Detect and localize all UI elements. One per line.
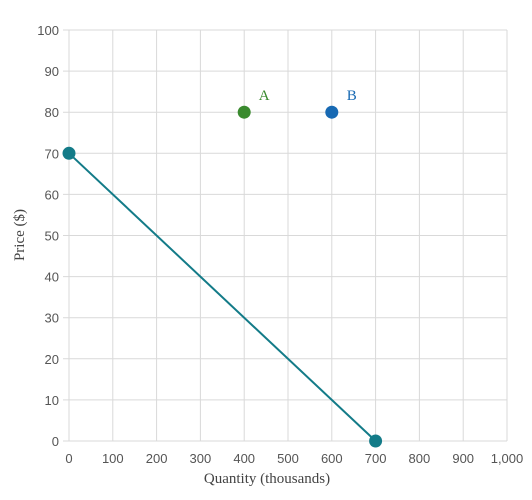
y-axis-title: Price ($) <box>12 209 28 261</box>
line-endpoint <box>369 434 383 448</box>
point-label-a: A <box>259 88 270 104</box>
y-tick-label: 0 <box>52 434 59 449</box>
point-b <box>325 105 339 119</box>
line-endpoint <box>62 146 76 160</box>
demand-line-segment <box>68 152 377 442</box>
demand-line <box>62 146 383 448</box>
x-tick-label: 600 <box>321 451 343 466</box>
x-tick-label: 800 <box>409 451 431 466</box>
x-tick-label: 100 <box>102 451 124 466</box>
y-tick-label: 10 <box>45 393 59 408</box>
y-tick-label: 80 <box>45 105 59 120</box>
point-a <box>237 105 251 119</box>
x-tick-label: 700 <box>365 451 387 466</box>
point-label-b: B <box>347 88 357 104</box>
x-tick-label: 500 <box>277 451 299 466</box>
x-axis-title: Quantity (thousands) <box>204 471 330 487</box>
x-tick-label: 300 <box>190 451 212 466</box>
x-tick-label: 0 <box>65 451 72 466</box>
grid <box>63 29 508 442</box>
y-tick-labels: 0 10 20 30 40 50 60 70 80 90 100 <box>37 23 59 449</box>
x-tick-label: 900 <box>452 451 474 466</box>
y-tick-label: 70 <box>45 146 59 161</box>
y-tick-label: 40 <box>45 270 59 285</box>
y-tick-label: 20 <box>45 352 59 367</box>
x-tick-label: 200 <box>146 451 168 466</box>
y-tick-label: 100 <box>37 23 59 38</box>
x-tick-label: 1,000 <box>491 451 524 466</box>
y-tick-label: 30 <box>45 311 59 326</box>
y-tick-label: 50 <box>45 229 59 244</box>
y-tick-label: 90 <box>45 64 59 79</box>
x-tick-labels: 0 100 200 300 400 500 600 700 800 900 1,000 <box>65 451 523 466</box>
x-tick-label: 400 <box>233 451 255 466</box>
y-tick-label: 60 <box>45 187 59 202</box>
